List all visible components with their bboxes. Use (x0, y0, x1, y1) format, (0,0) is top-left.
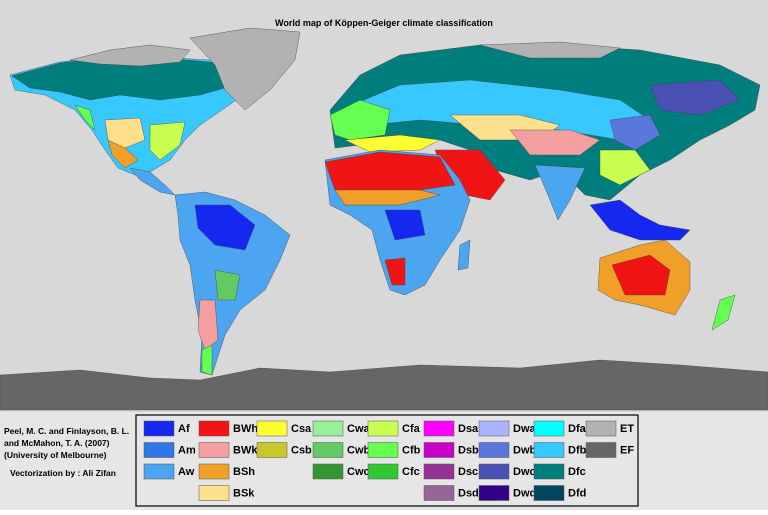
legend-swatch (423, 485, 455, 501)
legend-label: BSh (233, 466, 255, 478)
land (0, 27, 768, 411)
legend-swatch (198, 420, 230, 437)
legend-swatch (585, 420, 617, 437)
legend-swatch (478, 463, 510, 480)
legend-label: Cfa (402, 423, 421, 435)
credit-line: (University of Melbourne) (4, 450, 107, 460)
legend-label: Dwa (513, 423, 537, 435)
legend-frame (135, 414, 639, 507)
legend-label: Cfc (402, 466, 420, 478)
legend-swatch (198, 463, 230, 480)
legend: Af Am Aw BWh BWk BSh BSk Csa Csb Cwa Cwb Cwc Cfa Cfb C… (143, 420, 634, 501)
legend-label: Csa (291, 423, 312, 435)
legend-label: ET (620, 423, 634, 435)
legend-label: Dwc (513, 466, 536, 478)
legend-label: Aw (178, 466, 195, 478)
legend-swatch (423, 442, 455, 458)
legend-label: BSk (233, 487, 255, 499)
legend-swatch (533, 463, 565, 480)
legend-label: Dsd (458, 487, 479, 499)
legend-swatch (143, 420, 175, 437)
legend-swatch (585, 442, 617, 458)
legend-label: Dsa (458, 423, 479, 435)
legend-swatch (367, 442, 399, 458)
legend-label: Dfd (568, 487, 586, 499)
legend-label: EF (620, 444, 634, 456)
legend-label: Dfb (568, 444, 587, 456)
legend-label: Cfb (402, 444, 421, 456)
legend-label: Dfa (568, 423, 587, 435)
legend-label: Csb (291, 444, 312, 456)
legend-label: Am (178, 444, 196, 456)
legend-swatch (478, 420, 510, 437)
legend-label: Dwd (513, 487, 536, 499)
legend-swatch (478, 442, 510, 458)
legend-swatch (143, 442, 175, 458)
legend-swatch (423, 420, 455, 437)
legend-swatch (198, 485, 230, 501)
legend-label: Dfc (568, 466, 586, 478)
legend-label: BWh (233, 423, 258, 435)
legend-label: Dwb (513, 444, 537, 456)
legend-label: Cwb (347, 444, 371, 456)
legend-label: Dsc (458, 466, 478, 478)
legend-swatch (312, 442, 344, 458)
legend-swatch (533, 485, 565, 501)
credits: Peel, M. C. and Finlayson, B. L. and McMa… (4, 426, 129, 478)
vectorization-credit: Vectorization by : Ali Zifan (10, 468, 116, 478)
legend-swatch (312, 420, 344, 437)
legend-swatch (198, 442, 230, 458)
legend-swatch (367, 420, 399, 437)
legend-label: Dsb (458, 444, 479, 456)
legend-label: Af (178, 423, 190, 435)
legend-swatch (256, 442, 288, 458)
credit-line: and McMahon, T. A. (2007) (4, 438, 110, 448)
legend-swatch (533, 442, 565, 458)
credit-line: Peel, M. C. and Finlayson, B. L. (4, 426, 129, 436)
legend-swatch (478, 485, 510, 501)
legend-label: Cwa (347, 423, 371, 435)
map-title: World map of Köppen-Geiger climate class… (275, 18, 493, 28)
legend-swatch (367, 463, 399, 480)
legend-swatch (256, 420, 288, 437)
legend-swatch (143, 463, 175, 480)
legend-swatch (423, 463, 455, 480)
legend-swatch (533, 420, 565, 437)
legend-label: Cwc (347, 466, 370, 478)
legend-swatch (312, 463, 344, 480)
legend-label: BWk (233, 444, 258, 456)
